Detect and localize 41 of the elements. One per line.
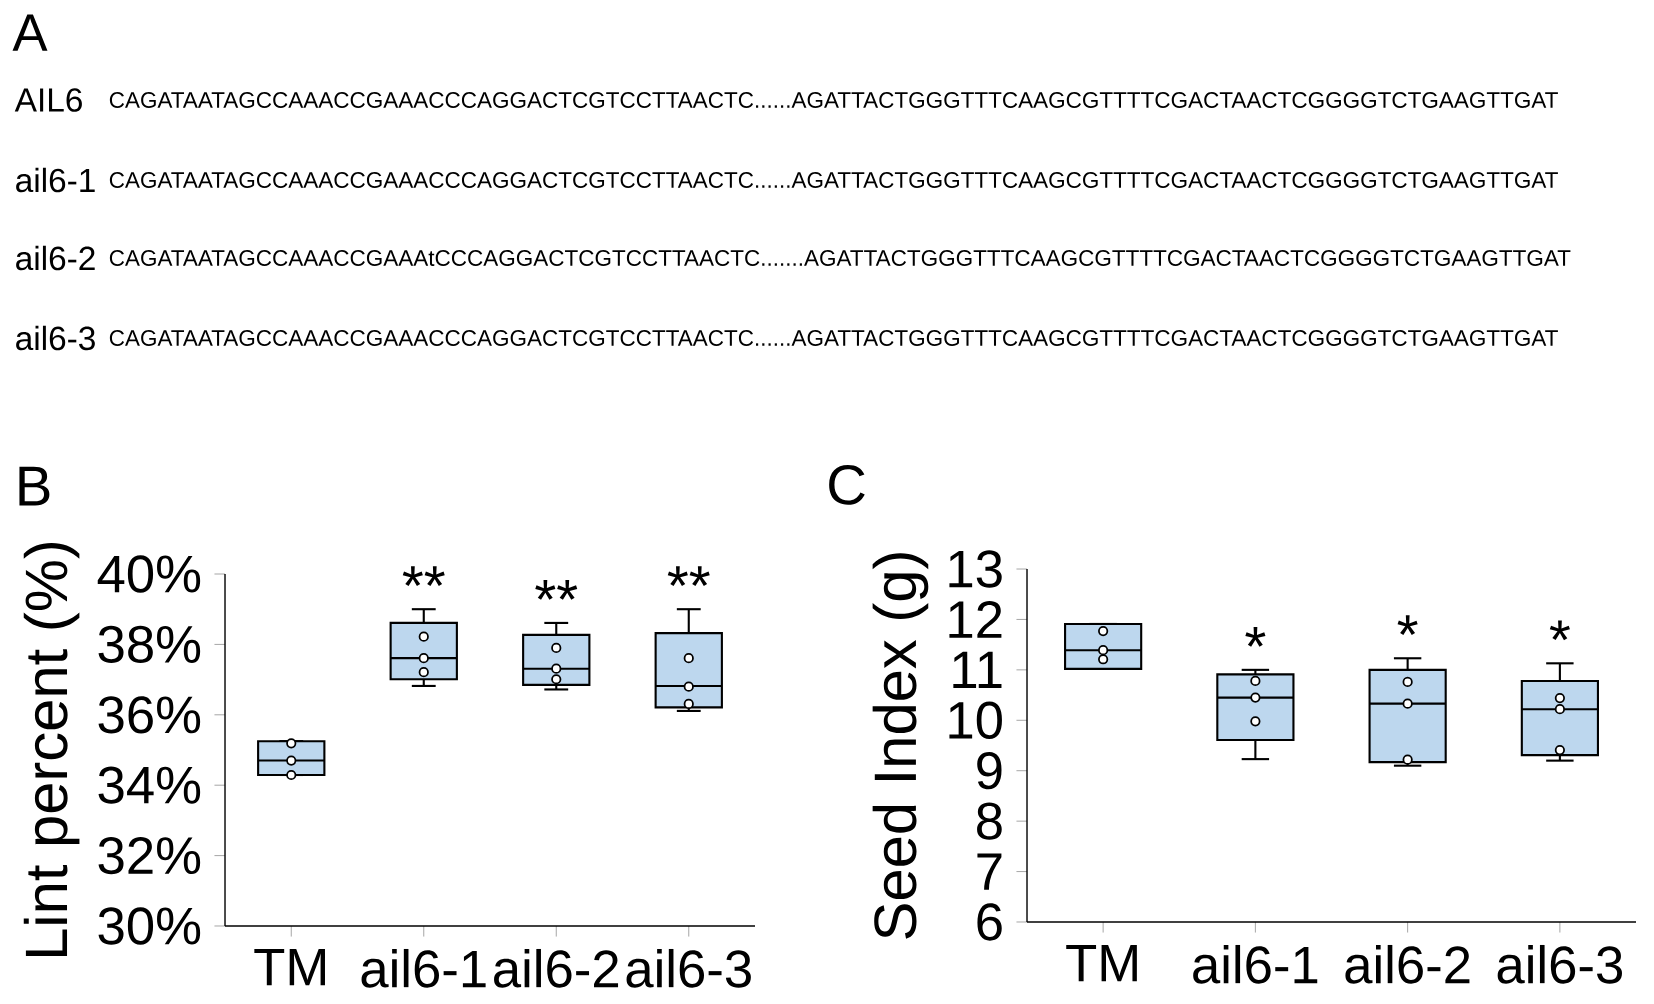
y-tick-label: 8 <box>977 802 1002 840</box>
annotation: ** <box>667 566 710 587</box>
y-tick-label: 34% <box>98 766 201 804</box>
y-tick-label: 13 <box>949 550 1002 588</box>
x-tick-label: TM <box>1066 944 1137 982</box>
y-axis-title: Lint percent (%) <box>23 542 80 956</box>
text: CAGATAATAGCCAAACCGAAAtCCCAGGACTCGTCCTTAACTC.......AGATTACTGGGTTTCAAGCGTTTTCGACTAACTCGGGGTCTGAAGTTGAT <box>109 250 1571 266</box>
y-tick-label: 11 <box>953 651 1002 688</box>
annotation: ** <box>535 580 578 600</box>
x-tick-label: ail6-1 <box>1193 944 1318 984</box>
text: A <box>12 14 48 51</box>
x-tick-label: ail6-1 <box>361 948 486 988</box>
y-tick-label: 9 <box>977 752 1002 790</box>
text: ail6-1 <box>16 167 95 193</box>
annotation: ** <box>402 566 445 587</box>
chart-title: B <box>19 466 50 506</box>
x-tick-label: ail6-2 <box>494 948 619 988</box>
y-tick-label: 36% <box>98 696 201 734</box>
x-tick-label: ail6-3 <box>1497 944 1622 984</box>
x-tick-label: ail6-3 <box>626 948 751 988</box>
text: AIL6 <box>14 88 82 112</box>
y-tick-label: 6 <box>977 903 1002 941</box>
y-tick-label: 40% <box>97 555 201 593</box>
text: CAGATAATAGCCAAACCGAAACCCAGGACTCGTCCTTAACTC......AGATTACTGGGTTTCAAGCGTTTTCGACTAACTCGGGGTCTGAAGTTGAT <box>109 330 1558 346</box>
x-tick-label: TM <box>254 948 325 986</box>
y-tick-label: 30% <box>98 907 201 945</box>
x-tick-label: ail6-2 <box>1345 944 1470 984</box>
annotation: * <box>1549 620 1570 641</box>
annotation: * <box>1245 626 1266 647</box>
y-tick-label: 7 <box>977 853 1002 890</box>
chart-title: C <box>829 464 865 505</box>
y-tick-label: 10 <box>949 701 1002 739</box>
text: ail6-3 <box>16 325 95 351</box>
y-tick-label: 32% <box>98 836 201 875</box>
text: CAGATAATAGCCAAACCGAAACCCAGGACTCGTCCTTAACTC......AGATTACTGGGTTTCAAGCGTTTTCGACTAACTCGGGGTCTGAAGTTGAT <box>109 92 1558 108</box>
text: CAGATAATAGCCAAACCGAAACCCAGGACTCGTCCTTAACTC......AGATTACTGGGTTTCAAGCGTTTTCGACTAACTCGGGGTCTGAAGTTGAT <box>109 172 1558 188</box>
text: ail6-2 <box>16 245 95 271</box>
y-axis-title: Seed Index (g) <box>872 553 929 939</box>
y-tick-label: 12 <box>949 601 1002 638</box>
annotation: * <box>1397 615 1418 636</box>
y-tick-label: 38% <box>98 625 201 664</box>
